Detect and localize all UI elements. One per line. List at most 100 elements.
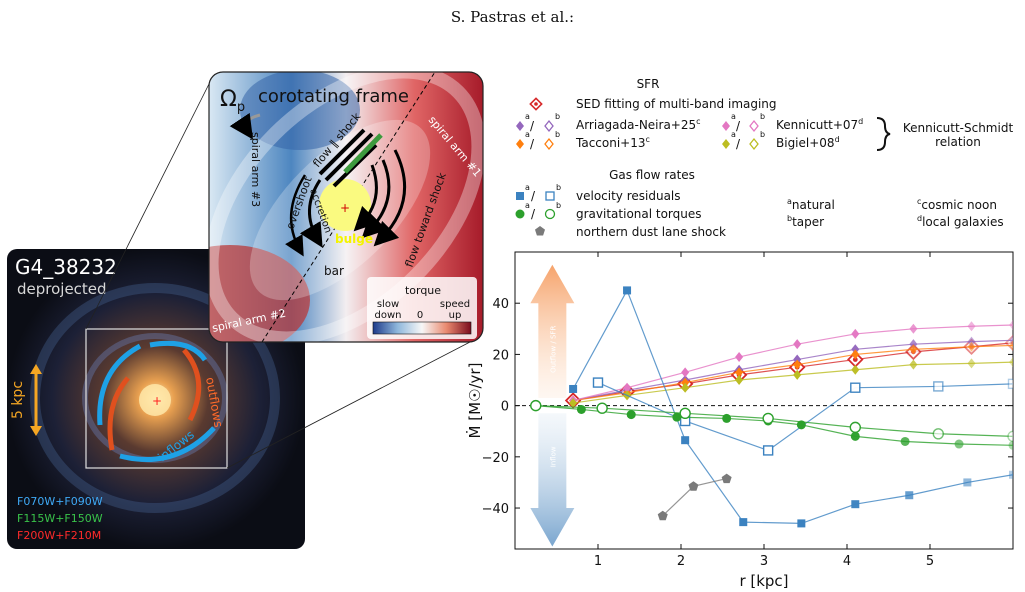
svg-text:b: b xyxy=(555,130,560,139)
svg-text:b: b xyxy=(556,183,561,192)
svg-text:/: / xyxy=(530,119,535,133)
outflow-arrow-label: Outflow / SFR xyxy=(549,326,557,373)
data-point xyxy=(596,402,608,414)
data-point xyxy=(679,407,691,420)
legend-sed: SED fitting of multi-band imaging xyxy=(576,97,777,111)
data-point xyxy=(762,445,774,456)
data-point xyxy=(967,336,976,347)
x-axis-label: r [kpc] xyxy=(739,572,788,590)
data-point xyxy=(739,518,748,527)
series-9 xyxy=(657,473,732,521)
data-point xyxy=(793,359,802,370)
legend-natural: anatural xyxy=(787,197,835,212)
zoom-box xyxy=(85,328,228,469)
data-point xyxy=(657,510,668,521)
svg-text:a: a xyxy=(525,201,530,210)
svg-text:+: + xyxy=(152,394,162,408)
filter-3: F200W+F210M xyxy=(17,529,101,542)
inflow-arrow-3 xyxy=(119,426,216,462)
inflow-arrow-label: Inflow xyxy=(549,446,557,467)
data-point xyxy=(762,412,774,425)
svg-text:b: b xyxy=(760,112,765,121)
legend-taper: btaper xyxy=(787,214,824,229)
y-tick-label: 40 xyxy=(492,297,509,312)
filter-1: F070W+F090W xyxy=(17,495,103,508)
data-point xyxy=(793,354,802,365)
data-point xyxy=(569,398,578,409)
legend-arriagada: Arriagada-Neira+25c xyxy=(576,117,701,132)
data-point xyxy=(954,439,964,449)
galaxy-name: G4_38232 xyxy=(15,255,117,279)
data-point xyxy=(1009,357,1013,368)
data-point xyxy=(967,358,976,369)
data-point xyxy=(909,344,918,355)
data-point xyxy=(932,428,944,440)
legend-kennicutt: Kennicutt+07d xyxy=(776,117,863,132)
outflow-arrow-1 xyxy=(107,376,130,451)
data-point xyxy=(793,369,802,380)
outflow-arrow xyxy=(530,264,575,398)
series-line xyxy=(572,324,1013,402)
inflow-arrow-2 xyxy=(149,340,208,362)
legend-gas-title: Gas flow rates xyxy=(609,168,695,182)
scale-arrow-up-icon xyxy=(30,364,42,374)
series-5 xyxy=(569,286,1013,528)
data-point xyxy=(851,349,860,360)
y-axis-label: Ṁ [M☉/yr] xyxy=(465,363,484,439)
legend-ks-relation: Kennicutt-Schmidt xyxy=(903,121,1014,135)
data-point xyxy=(797,519,806,528)
data-point xyxy=(623,382,632,393)
data-point xyxy=(576,404,586,414)
svg-text:+: + xyxy=(340,201,350,215)
data-point xyxy=(1007,378,1013,390)
series-6 xyxy=(592,377,1013,456)
svg-text:a: a xyxy=(731,130,736,139)
x-tick-label: 4 xyxy=(843,554,851,569)
legend-bigiel: Bigiel+08d xyxy=(776,135,840,150)
svg-text:/: / xyxy=(736,119,741,133)
galaxy-subtitle: deprojected xyxy=(17,280,107,298)
svg-text:a: a xyxy=(731,112,736,121)
svg-text:b: b xyxy=(555,112,560,121)
label-bulge: bulge xyxy=(335,232,373,246)
y-tick-label: 0 xyxy=(501,400,509,415)
data-point xyxy=(909,359,918,370)
data-point xyxy=(967,321,976,332)
data-point xyxy=(721,473,732,484)
svg-text:up: up xyxy=(449,310,462,321)
data-point xyxy=(1009,335,1013,346)
data-point xyxy=(735,375,744,386)
data-point xyxy=(909,323,918,334)
svg-text:/: / xyxy=(736,137,741,151)
series-line xyxy=(573,344,1013,402)
data-point xyxy=(851,344,860,355)
series-2 xyxy=(569,340,1013,406)
svg-text:a: a xyxy=(525,112,530,121)
data-point xyxy=(1007,430,1013,443)
series-3 xyxy=(569,319,1013,406)
plot-series xyxy=(530,286,1013,528)
inset-title: corotating frame xyxy=(258,86,409,107)
series-0 xyxy=(564,334,1013,409)
data-point xyxy=(569,384,578,393)
data-point xyxy=(851,364,860,375)
plot-axes: 1 2 3 4 5 −40 −20 0 20 40 r [kpc] Ṁ [M☉/yr] xyxy=(465,252,1013,590)
svg-text:/: / xyxy=(530,137,535,151)
scale-arrow-down-icon xyxy=(30,426,42,436)
torque-colorbar: torque slow down 0 speed up xyxy=(367,277,477,339)
connector-line-1 xyxy=(85,77,213,330)
data-point xyxy=(852,357,858,362)
svg-text:/: / xyxy=(531,189,536,203)
svg-text:torque: torque xyxy=(405,284,441,297)
data-point xyxy=(967,341,976,352)
data-point xyxy=(681,367,690,378)
data-point xyxy=(909,339,918,350)
legend-cosmic-noon: ccosmic noon xyxy=(917,197,997,212)
data-point xyxy=(735,351,744,362)
legend-local-galaxies: dlocal galaxies xyxy=(917,214,1004,229)
inflow-arrow-1 xyxy=(97,343,142,426)
data-point xyxy=(851,328,860,339)
series-line xyxy=(572,288,1013,524)
data-point xyxy=(850,382,861,393)
data-point xyxy=(672,412,682,422)
